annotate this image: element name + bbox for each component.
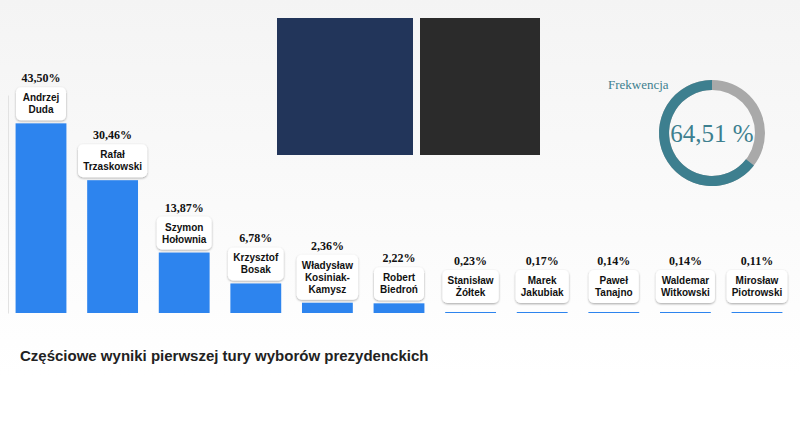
bar <box>588 312 639 313</box>
category-label: RobertBiedroń <box>380 272 418 295</box>
data-label: 0,23% <box>454 254 487 268</box>
category-label: RafałTrzaskowski <box>83 149 142 172</box>
name-label: SzymonHołownia <box>157 217 212 250</box>
data-label: 30,46% <box>93 128 132 142</box>
category-label: WaldemarWitkowski <box>661 275 710 298</box>
name-box <box>228 247 284 280</box>
chart-canvas: AndrzejDuda 43,50% RafałTrzaskowski 30,46% S… <box>0 0 800 440</box>
bar <box>87 180 138 313</box>
category-label: MarekJakubiak <box>521 275 564 298</box>
name-box <box>656 270 715 303</box>
name-box <box>78 144 147 177</box>
y-axis-line <box>8 96 9 314</box>
category-label: StanisławŻółtek <box>448 275 494 298</box>
bar <box>517 312 568 313</box>
name-box <box>442 270 498 303</box>
bar <box>230 283 281 313</box>
data-label: 0,17% <box>526 254 559 268</box>
gauge-label: 64,51 % <box>670 120 753 147</box>
name-label: PawełTanajno <box>589 270 639 303</box>
data-label: 43,50% <box>21 71 60 85</box>
name-box <box>374 267 424 300</box>
bar <box>732 312 783 313</box>
name-label: KrzysztofBosak <box>228 247 284 280</box>
data-label: 0,11% <box>741 254 773 268</box>
name-label: RafałTrzaskowski <box>78 144 147 177</box>
y-axis <box>8 96 9 314</box>
data-label: 0,14% <box>597 254 630 268</box>
chart-title: Częściowe wyniki pierwszej tury wyborów … <box>20 347 428 364</box>
data-label: 6,78% <box>239 231 272 245</box>
category-label: AndrzejDuda <box>23 92 60 115</box>
name-box <box>727 270 788 303</box>
name-label: AndrzejDuda <box>16 87 66 120</box>
name-label: StanisławŻółtek <box>442 270 498 303</box>
background <box>0 0 800 375</box>
name-box <box>16 87 66 120</box>
photo-placeholder <box>420 18 540 155</box>
category-label: SzymonHołownia <box>162 222 207 245</box>
name-label: MarekJakubiak <box>516 270 569 303</box>
bar <box>159 253 210 313</box>
data-label: 0,14% <box>669 254 702 268</box>
name-label: WładysławKosiniak-Kamysz <box>297 255 358 300</box>
bar <box>16 123 67 313</box>
bar <box>445 312 496 313</box>
name-box <box>516 270 569 303</box>
gauge-track <box>659 80 765 186</box>
bar <box>302 303 353 313</box>
name-label: MirosławPiotrowski <box>727 270 788 303</box>
bar <box>660 312 711 313</box>
category-label: WładysławKosiniak-Kamysz <box>302 260 353 295</box>
name-box <box>157 217 212 250</box>
name-box <box>589 270 639 303</box>
category-label: PawełTanajno <box>595 275 633 298</box>
gauge-title: Frekwencja <box>608 77 669 92</box>
name-label: WaldemarWitkowski <box>656 270 715 303</box>
labels: AndrzejDuda 43,50% RafałTrzaskowski 30,46% S… <box>16 71 787 303</box>
bar <box>374 303 425 313</box>
photo-placeholder <box>277 18 413 155</box>
data-label: 2,22% <box>383 251 416 265</box>
category-label: KrzysztofBosak <box>233 252 279 275</box>
name-label: RobertBiedroń <box>374 267 424 300</box>
gauge-value <box>659 80 754 186</box>
data-label: 13,87% <box>165 201 204 215</box>
data-label: 2,36% <box>311 239 344 253</box>
gauge: 64,51 % <box>659 80 765 186</box>
name-box <box>297 255 358 300</box>
category-label: MirosławPiotrowski <box>732 275 783 298</box>
